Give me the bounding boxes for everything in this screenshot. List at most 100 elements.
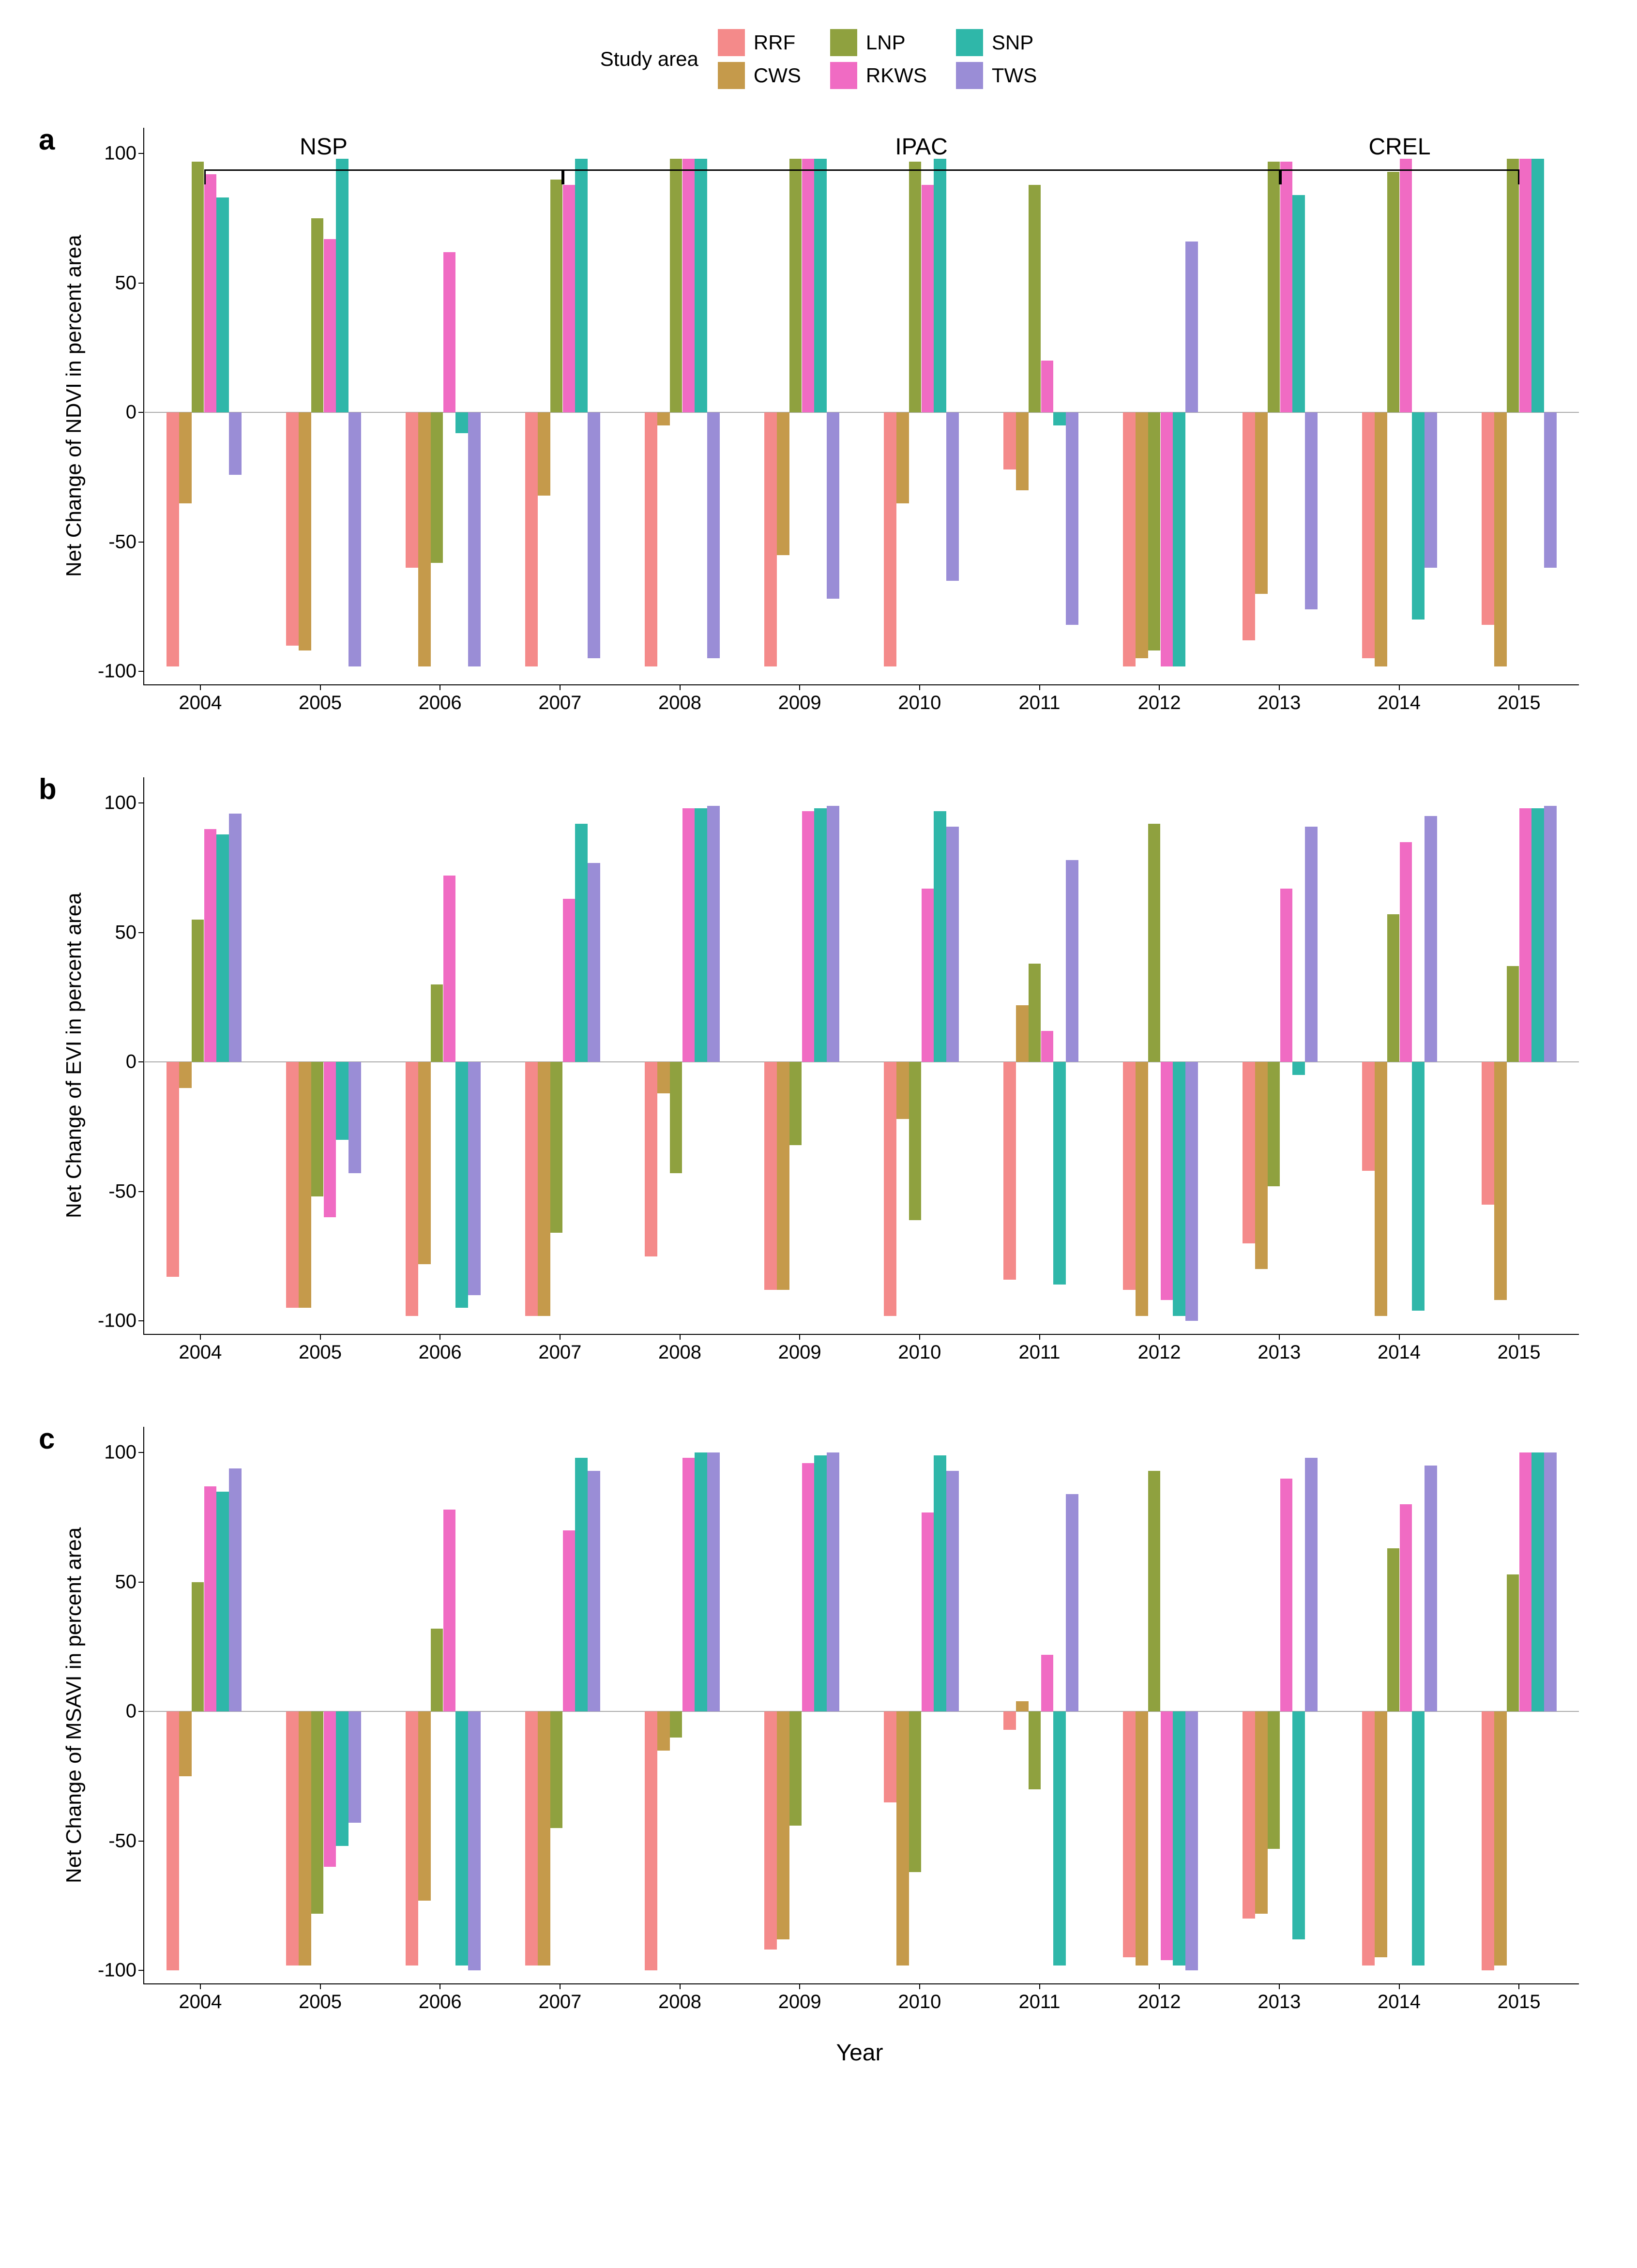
y-tick-mark <box>138 1970 143 1971</box>
y-tick-mark <box>138 412 143 413</box>
bar <box>1161 1062 1173 1300</box>
bar <box>1268 1062 1280 1186</box>
bar <box>814 1455 827 1712</box>
bar <box>934 1455 946 1712</box>
bar <box>324 239 336 412</box>
bar <box>896 1711 909 1965</box>
annotation-label: NSP <box>300 134 348 160</box>
y-tick-mark <box>138 671 143 672</box>
bar <box>1482 412 1494 625</box>
y-tick-label: -100 <box>98 661 136 682</box>
bar <box>1375 412 1387 666</box>
x-tick-mark <box>560 1984 561 1989</box>
bar <box>1531 159 1544 412</box>
bar <box>468 412 481 666</box>
legend-swatch-lnp <box>830 29 857 56</box>
bar <box>1136 1711 1148 1965</box>
bar <box>286 1062 299 1308</box>
bar <box>192 162 204 413</box>
bar <box>764 1711 777 1950</box>
bar <box>707 1452 720 1711</box>
x-tick-label: 2011 <box>1018 1342 1060 1363</box>
bar <box>204 1486 217 1711</box>
y-axis: -100-50050100 <box>90 128 143 684</box>
bar <box>179 1062 192 1088</box>
bar <box>563 185 576 413</box>
y-axis: -100-50050100 <box>90 777 143 1334</box>
bar <box>645 1711 657 1970</box>
bar <box>934 811 946 1062</box>
bar <box>1041 361 1054 412</box>
x-tick-label: 2012 <box>1138 692 1181 714</box>
legend-swatch-rrf <box>718 29 745 56</box>
x-tick-label: 2010 <box>898 692 941 714</box>
bar <box>1173 1062 1185 1315</box>
bar <box>1255 1062 1268 1269</box>
bar <box>827 412 839 599</box>
x-tick-label: 2013 <box>1258 692 1301 714</box>
bar <box>406 1711 418 1965</box>
bar <box>1292 1062 1305 1075</box>
bar <box>1123 1711 1136 1957</box>
bar <box>896 412 909 503</box>
bar <box>789 1711 802 1825</box>
bar <box>538 412 550 495</box>
bar <box>1041 1655 1054 1712</box>
x-tick-label: 2013 <box>1258 1991 1301 2013</box>
bar <box>1412 412 1425 620</box>
bar <box>670 159 682 412</box>
bar <box>406 412 418 568</box>
legend-swatch-rkws <box>830 62 857 89</box>
bar <box>431 412 443 562</box>
panel-tag: b <box>39 772 57 806</box>
bar <box>216 1492 229 1712</box>
bar <box>1173 412 1185 666</box>
x-tick-mark <box>799 1984 800 1989</box>
bar <box>349 1711 361 1823</box>
bar <box>1053 412 1066 425</box>
bar <box>1003 1062 1016 1279</box>
legend: Study area RRFLNPSNPCWSRKWSTWS <box>58 29 1579 89</box>
legend-label: RKWS <box>866 64 927 87</box>
x-tick-label: 2009 <box>778 1342 821 1363</box>
bar <box>789 1062 802 1145</box>
legend-item-rrf: RRF <box>718 29 801 56</box>
bar <box>827 1452 839 1711</box>
bar <box>1053 1062 1066 1285</box>
bar <box>1400 842 1412 1062</box>
x-tick-mark <box>560 1335 561 1340</box>
bar <box>934 159 946 412</box>
bar <box>1280 1479 1293 1711</box>
x-tick-label: 2007 <box>538 1342 581 1363</box>
bar <box>1494 1711 1507 1965</box>
bar <box>525 1062 538 1315</box>
y-tick-label: 50 <box>115 922 137 943</box>
bar <box>1305 827 1318 1062</box>
x-axis: 2004200520062007200820092010201120122013… <box>140 685 1579 739</box>
x-tick-mark <box>200 685 201 690</box>
bar <box>1305 1458 1318 1711</box>
bar <box>1255 412 1268 593</box>
bar <box>682 159 695 412</box>
x-tick-label: 2005 <box>299 692 342 714</box>
bar <box>814 159 827 412</box>
x-tick-mark <box>200 1335 201 1340</box>
bar <box>707 412 720 658</box>
bar <box>1016 1005 1029 1062</box>
bar <box>802 811 815 1062</box>
x-tick-mark <box>799 685 800 690</box>
bar <box>946 412 959 581</box>
bar <box>909 1711 922 1872</box>
x-tick-label: 2004 <box>179 692 222 714</box>
bar <box>645 1062 657 1256</box>
bar <box>946 1471 959 1711</box>
x-tick-mark <box>1399 685 1400 690</box>
bar <box>1185 1062 1198 1321</box>
bar <box>286 412 299 645</box>
x-tick-mark <box>1518 685 1519 690</box>
y-tick-label: 100 <box>104 1442 136 1464</box>
x-tick-label: 2007 <box>538 692 581 714</box>
bar <box>802 159 815 412</box>
bar <box>1136 1062 1148 1315</box>
bar <box>764 412 777 666</box>
